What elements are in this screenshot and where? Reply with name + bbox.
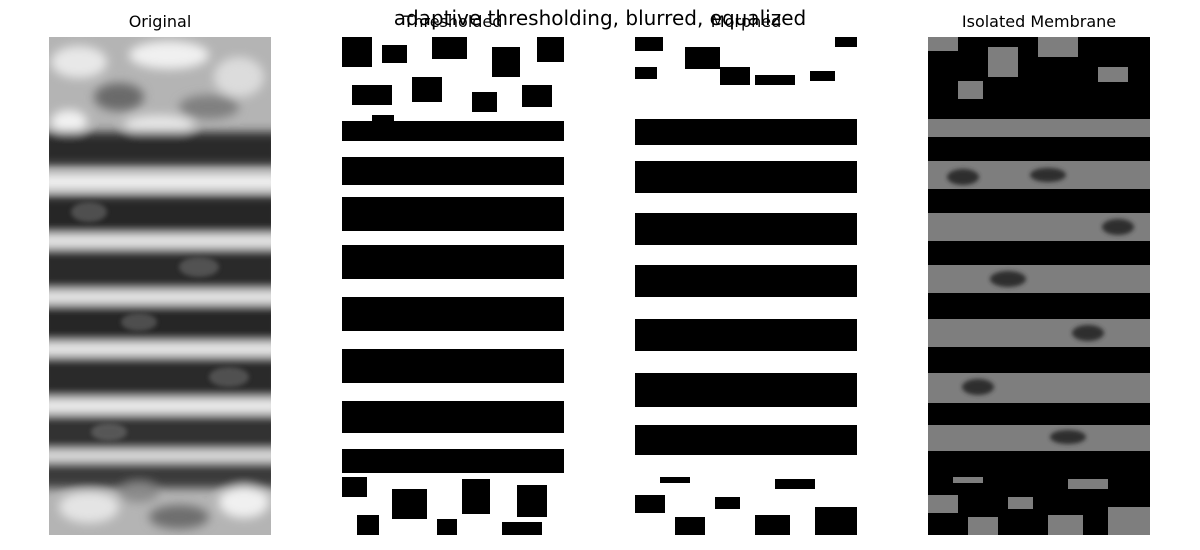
panel-title-isolated-membrane: Isolated Membrane: [961, 12, 1117, 31]
image-morphed: [635, 37, 857, 535]
image-thresholded: [342, 37, 564, 535]
image-isolated-membrane: [928, 37, 1150, 535]
image-original: [49, 37, 271, 535]
panel-title-morphed: Morphed: [710, 12, 782, 31]
panel-title-original: Original: [128, 12, 192, 31]
figure-suptitle: adaptive thresholding, blurred, equalize…: [393, 6, 807, 30]
panel-title-thresholded: Thresholded: [403, 12, 503, 31]
